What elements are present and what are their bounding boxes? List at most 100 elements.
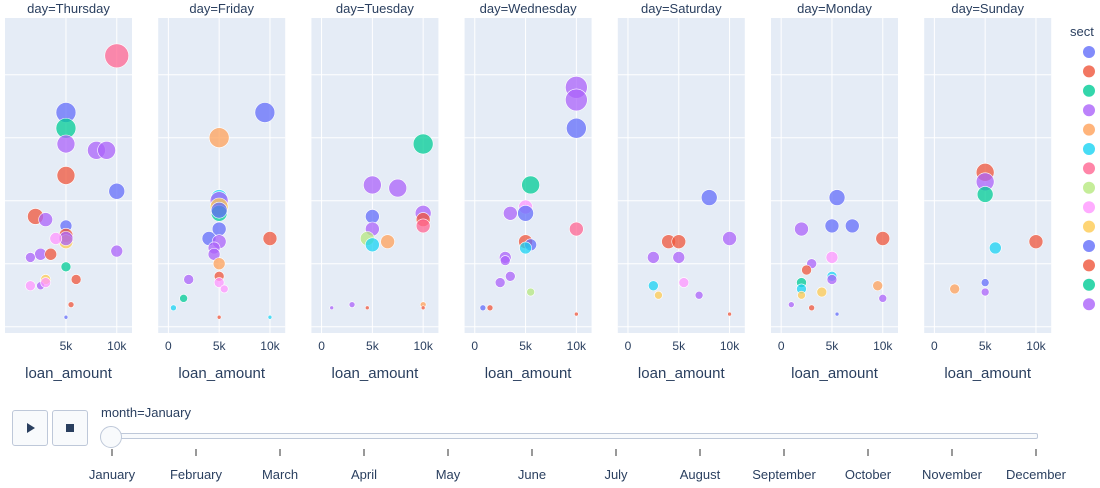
bubble-point[interactable]	[329, 305, 335, 311]
slider-step-label[interactable]: April	[351, 467, 377, 482]
bubble-point[interactable]	[108, 182, 126, 200]
bubble-point[interactable]	[179, 294, 188, 303]
slider-step-label[interactable]: May	[436, 467, 461, 482]
bubble-point[interactable]	[420, 305, 426, 311]
slider-step-label[interactable]: December	[1006, 467, 1067, 482]
legend-marker[interactable]	[1083, 104, 1095, 117]
legend-marker[interactable]	[1083, 143, 1095, 155]
bubble-point[interactable]	[97, 141, 116, 160]
bubble-point[interactable]	[364, 305, 370, 311]
bubble-point[interactable]	[56, 134, 76, 154]
bubble-point[interactable]	[25, 252, 36, 263]
bubble-point[interactable]	[388, 178, 408, 198]
bubble-point[interactable]	[574, 311, 579, 317]
bubble-point[interactable]	[503, 206, 518, 221]
bubble-point[interactable]	[828, 189, 846, 206]
bubble-point[interactable]	[348, 301, 356, 308]
legend-marker[interactable]	[1083, 181, 1095, 194]
bubble-point[interactable]	[648, 280, 659, 292]
slider-step-label[interactable]: August	[680, 467, 721, 482]
bubble-point[interactable]	[878, 294, 888, 303]
legend-marker[interactable]	[1083, 84, 1095, 97]
bubble-point[interactable]	[1028, 234, 1044, 249]
legend-marker[interactable]	[1083, 201, 1095, 214]
bubble-point[interactable]	[678, 277, 690, 288]
slider-step-label[interactable]: July	[604, 467, 628, 482]
bubble-point[interactable]	[262, 231, 278, 246]
bubble-point[interactable]	[499, 255, 511, 266]
bubble-point[interactable]	[254, 102, 276, 123]
bubble-point[interactable]	[872, 280, 883, 292]
legend-marker[interactable]	[1083, 123, 1095, 136]
bubble-point[interactable]	[212, 257, 226, 271]
bubble-point[interactable]	[824, 218, 840, 234]
bubble-point[interactable]	[727, 311, 732, 317]
bubble-point[interactable]	[415, 218, 431, 234]
bubble-point[interactable]	[989, 241, 1002, 255]
bubble-point[interactable]	[834, 311, 840, 317]
legend-marker[interactable]	[1083, 162, 1095, 175]
bubble-point[interactable]	[949, 283, 960, 295]
bubble-point[interactable]	[38, 212, 53, 227]
legend-marker[interactable]	[1083, 278, 1095, 291]
bubble-point[interactable]	[505, 270, 516, 282]
legend-marker[interactable]	[1083, 298, 1095, 311]
bubble-point[interactable]	[56, 166, 76, 185]
slider-step-label[interactable]: February	[170, 467, 223, 482]
bubble-point[interactable]	[380, 234, 395, 249]
bubble-point[interactable]	[794, 221, 809, 237]
bubble-point[interactable]	[816, 286, 828, 298]
bubble-point[interactable]	[788, 301, 795, 308]
bubble-point[interactable]	[566, 117, 587, 139]
bubble-point[interactable]	[110, 244, 124, 258]
slider-step-label[interactable]: September	[752, 467, 816, 482]
bubble-point[interactable]	[49, 232, 63, 245]
bubble-point[interactable]	[216, 314, 222, 320]
slider-step-label[interactable]: January	[89, 467, 136, 482]
bubble-point[interactable]	[183, 274, 194, 285]
bubble-point[interactable]	[825, 251, 839, 264]
bubble-point[interactable]	[519, 241, 532, 255]
legend-marker[interactable]	[1083, 65, 1095, 78]
legend-marker[interactable]	[1083, 220, 1095, 233]
bubble-point[interactable]	[980, 278, 990, 287]
bubble-point[interactable]	[44, 247, 58, 261]
bubble-point[interactable]	[208, 127, 230, 148]
stop-button[interactable]	[52, 410, 88, 446]
bubble-point[interactable]	[722, 231, 737, 246]
slider-handle[interactable]	[100, 426, 122, 448]
bubble-point[interactable]	[210, 201, 228, 219]
bubble-point[interactable]	[694, 290, 704, 300]
bubble-point[interactable]	[365, 237, 380, 253]
bubble-point[interactable]	[67, 301, 75, 308]
play-button[interactable]	[12, 410, 48, 446]
slider-step-label[interactable]: November	[922, 467, 983, 482]
bubble-point[interactable]	[25, 280, 36, 292]
bubble-point[interactable]	[672, 251, 686, 264]
bubble-point[interactable]	[565, 88, 588, 112]
bubble-point[interactable]	[569, 221, 584, 237]
bubble-point[interactable]	[479, 304, 487, 312]
bubble-point[interactable]	[60, 261, 72, 273]
bubble-point[interactable]	[647, 251, 660, 264]
bubble-point[interactable]	[219, 284, 229, 294]
legend-marker[interactable]	[1083, 259, 1095, 272]
bubble-point[interactable]	[494, 277, 506, 288]
bubble-point[interactable]	[875, 231, 891, 246]
bubble-point[interactable]	[654, 290, 663, 300]
bubble-point[interactable]	[700, 189, 718, 206]
bubble-point[interactable]	[63, 314, 69, 320]
bubble-point[interactable]	[521, 175, 540, 195]
bubble-point[interactable]	[40, 277, 51, 288]
slider-step-label[interactable]: March	[262, 467, 298, 482]
bubble-point[interactable]	[826, 274, 838, 285]
bubble-point[interactable]	[363, 175, 382, 195]
bubble-point[interactable]	[412, 133, 434, 155]
legend-marker[interactable]	[1083, 46, 1095, 58]
bubble-point[interactable]	[671, 234, 687, 249]
bubble-point[interactable]	[104, 43, 130, 69]
bubble-point[interactable]	[213, 277, 225, 288]
slider-step-label[interactable]: October	[845, 467, 892, 482]
slider-step-label[interactable]: June	[518, 467, 546, 482]
bubble-point[interactable]	[267, 314, 273, 320]
